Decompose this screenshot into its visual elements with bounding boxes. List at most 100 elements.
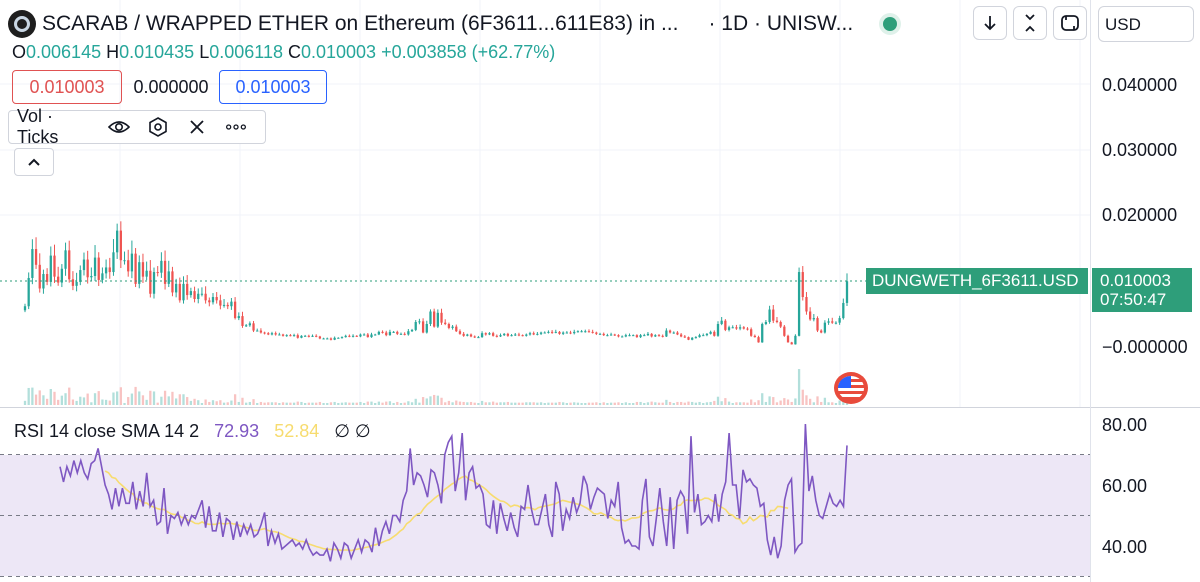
volume-bar: [152, 391, 156, 405]
volume-bar: [668, 401, 672, 405]
candle-body: [569, 332, 572, 334]
candle-body: [757, 337, 760, 343]
volume-bar: [200, 403, 204, 405]
volume-bar: [724, 398, 727, 405]
volume-bar: [775, 402, 779, 405]
fullscreen-button[interactable]: [1053, 6, 1087, 40]
volume-bar: [230, 400, 233, 405]
candle-body: [82, 259, 86, 271]
candle-body: [101, 273, 104, 280]
volume-bar: [186, 397, 189, 405]
candle-body: [772, 309, 775, 321]
volume-bar: [348, 402, 351, 405]
candle-body: [326, 338, 329, 340]
eye-icon[interactable]: [107, 116, 130, 138]
currency-select[interactable]: USD: [1098, 6, 1194, 42]
volume-bar: [407, 401, 410, 405]
volume-bar: [79, 396, 82, 405]
candle-body: [53, 255, 56, 277]
volume-bar: [34, 394, 38, 405]
interval-exchange[interactable]: · 1D · UNISW...: [708, 12, 854, 35]
close-icon[interactable]: [186, 116, 207, 138]
volume-bar: [447, 400, 451, 405]
candle-body: [606, 335, 609, 337]
volume-bar: [713, 400, 716, 405]
volume-bar: [156, 402, 159, 405]
candle-body: [491, 333, 495, 336]
volume-bar: [521, 402, 524, 405]
us-flag-event-icon[interactable]: [834, 372, 868, 404]
volume-bar: [731, 403, 734, 405]
candle-body: [562, 332, 565, 334]
rsi-tick: 60.00: [1102, 476, 1148, 496]
volume-bar: [694, 402, 698, 405]
close-label: C: [287, 42, 301, 62]
candle-body: [451, 326, 454, 328]
volume-bar: [68, 387, 71, 405]
volume-bar: [340, 402, 344, 405]
volume-bar: [757, 400, 760, 405]
high-label: H: [106, 42, 120, 62]
candle-body: [75, 281, 78, 286]
candle-body: [805, 297, 808, 312]
volume-bar: [322, 403, 325, 405]
volume-bar: [624, 402, 627, 405]
candle-body: [812, 318, 815, 320]
candle-body: [753, 335, 756, 338]
volume-bar: [595, 402, 598, 405]
candle-body: [267, 333, 270, 335]
candle-body: [665, 330, 668, 337]
volume-bar: [421, 397, 425, 405]
candlesticks: [23, 221, 849, 345]
symbol-title[interactable]: SCARAB / WRAPPED ETHER on Ethereum (6F36…: [42, 12, 679, 35]
volume-bar: [274, 402, 277, 405]
candle-body: [230, 301, 233, 307]
volume-bar: [750, 399, 753, 405]
volume-bar: [64, 393, 67, 405]
candle-body: [698, 335, 701, 338]
candle-body: [152, 272, 156, 294]
volume-legend: Vol · Ticks: [8, 106, 266, 147]
settings-icon[interactable]: [148, 116, 169, 138]
symbol-price-tag: DUNGWETH_6F3611.USD: [866, 268, 1088, 294]
volume-bar: [587, 402, 591, 405]
volume-bar: [720, 401, 723, 405]
candle-body: [587, 331, 591, 333]
change-value: +0.003858 (+62.77%): [381, 42, 556, 62]
volume-bar: [698, 401, 701, 405]
volume-bar: [628, 403, 631, 405]
candle-body: [480, 333, 484, 338]
candle-body: [248, 323, 251, 326]
volume-bar: [304, 403, 307, 405]
candle-body: [374, 334, 377, 336]
volume-bar: [458, 401, 462, 405]
close-value: 0.010003: [300, 42, 377, 62]
volume-legend-label: Vol · Ticks: [17, 106, 59, 147]
volume-bar: [130, 393, 134, 405]
candle-body: [514, 334, 517, 336]
candle-body: [215, 297, 218, 301]
volume-bar: [554, 402, 557, 405]
sell-price-button[interactable]: 0.010003: [12, 70, 122, 104]
volume-bar: [654, 402, 657, 405]
scroll-down-button[interactable]: [973, 6, 1007, 40]
volume-bar: [573, 402, 576, 405]
bar-countdown: 07:50:47: [1100, 290, 1167, 309]
more-icon[interactable]: [225, 116, 247, 138]
volume-bar: [189, 400, 193, 405]
collapse-pane-button[interactable]: [1013, 6, 1047, 40]
volume-bar: [606, 403, 609, 405]
buy-price-button[interactable]: 0.010003: [219, 70, 327, 104]
candle-body: [127, 260, 130, 272]
market-status-icon[interactable]: [883, 17, 898, 31]
volume-bar: [38, 390, 41, 405]
candle-body: [786, 335, 790, 343]
volume-bar: [632, 403, 635, 405]
collapse-legend-button[interactable]: [14, 148, 54, 176]
volume-bar: [119, 387, 122, 405]
candle-body: [668, 330, 672, 333]
rsi-legend-label[interactable]: RSI 14 close SMA 14 2: [14, 421, 200, 441]
volume-bar: [801, 389, 804, 405]
volume-bar: [783, 398, 786, 405]
